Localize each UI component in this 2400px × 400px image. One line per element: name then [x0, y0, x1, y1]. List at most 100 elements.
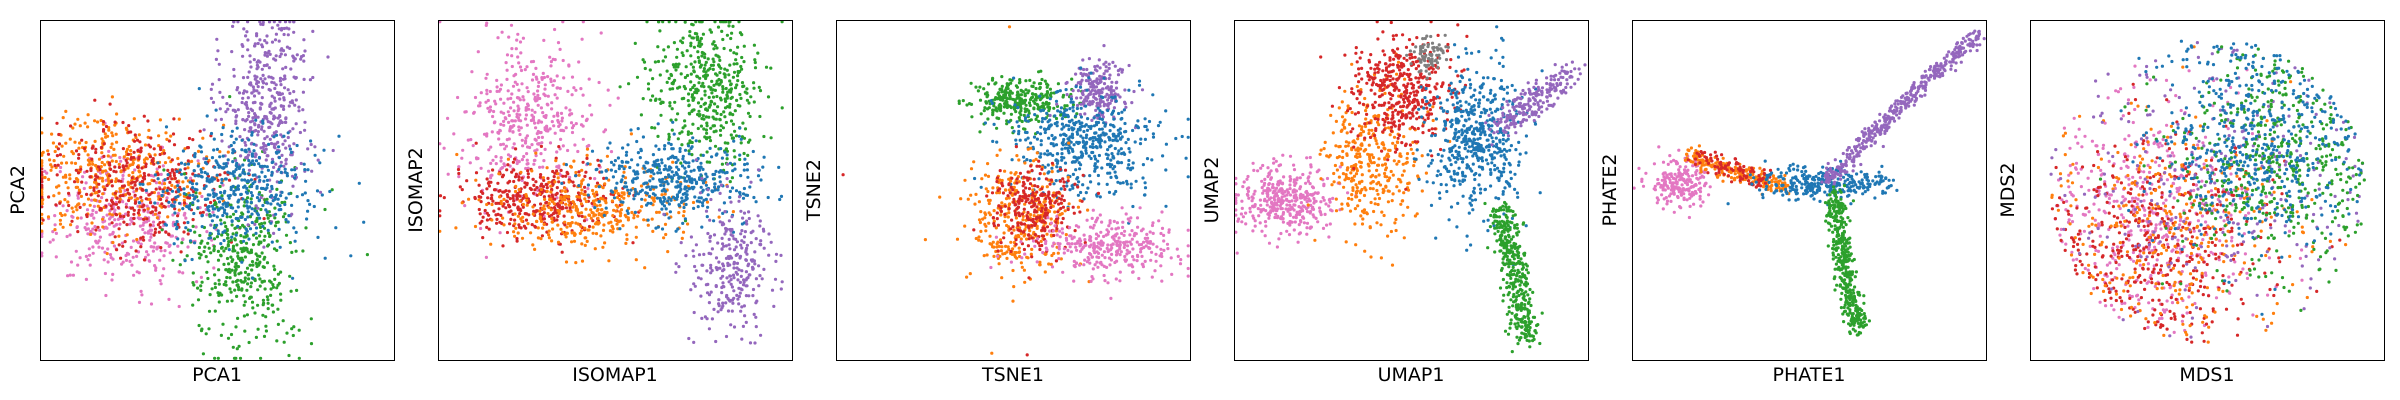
scatter-point: [54, 255, 58, 259]
scatter-point: [166, 176, 170, 181]
scatter-point: [729, 83, 733, 87]
scatter-point: [742, 151, 746, 156]
scatter-point: [205, 270, 209, 274]
scatter-point: [279, 83, 283, 87]
scatter-point: [196, 149, 201, 153]
scatter-point: [475, 157, 479, 161]
scatter-point: [222, 162, 226, 166]
scatter-point: [749, 95, 753, 99]
scatter-point: [572, 124, 576, 128]
scatter-point: [176, 222, 180, 226]
scatter-point: [673, 100, 677, 104]
scatter-point: [677, 62, 681, 66]
scatter-point: [270, 40, 275, 44]
scatter-point: [94, 147, 98, 151]
scatter-point: [294, 230, 298, 234]
scatter-point: [268, 88, 272, 92]
scatter-point: [717, 215, 721, 219]
scatter-point: [738, 254, 743, 258]
scatter-point: [121, 120, 125, 125]
scatter-point: [104, 135, 108, 139]
scatter-point: [129, 155, 134, 160]
scatter-point: [280, 200, 284, 205]
scatter-point: [299, 161, 303, 166]
scatter-point: [710, 155, 714, 159]
scatter-point: [514, 226, 518, 230]
scatter-point: [548, 55, 552, 59]
scatter-point: [774, 259, 778, 263]
scatter-point: [123, 189, 127, 193]
scatter-point: [719, 133, 723, 137]
scatter-point: [677, 211, 681, 215]
scatter-point: [499, 143, 503, 147]
scatter-point: [654, 97, 658, 101]
scatter-point: [1022, 127, 1026, 131]
scatter-point: [256, 213, 260, 217]
scatter-point: [720, 156, 725, 160]
scatter-point: [511, 100, 516, 104]
scatter-point: [211, 188, 215, 192]
scatter-point: [722, 46, 726, 51]
scatter-point: [114, 170, 118, 174]
scatter-point: [703, 89, 707, 93]
scatter-point: [265, 135, 269, 139]
scatter-point: [562, 76, 566, 80]
scatter-point: [734, 245, 738, 249]
scatter-point: [499, 159, 503, 163]
scatter-point: [560, 119, 564, 123]
scatter-point: [167, 297, 171, 301]
scatter-point: [520, 178, 524, 183]
scatter-point: [282, 134, 286, 138]
scatter-point: [1002, 93, 1006, 97]
scatter-point: [590, 113, 594, 117]
scatter-point: [276, 23, 280, 27]
scatter-point: [311, 75, 315, 80]
scatter-point: [256, 41, 260, 46]
scatter-point: [485, 177, 489, 181]
scatter-point: [89, 167, 93, 171]
scatter-point: [312, 204, 316, 209]
scatter-point: [627, 191, 632, 196]
scatter-point: [733, 109, 737, 113]
scatter-point: [738, 92, 742, 97]
scatter-point: [157, 211, 162, 215]
scatter-point: [508, 154, 513, 158]
scatter-point: [274, 54, 278, 58]
scatter-point: [513, 80, 517, 84]
scatter-point: [175, 180, 179, 184]
scatter-point: [167, 156, 171, 160]
scatter-point: [687, 152, 691, 156]
scatter-point: [696, 205, 700, 209]
scatter-point: [753, 341, 757, 345]
scatter-point: [115, 196, 119, 200]
scatter-point: [608, 141, 612, 145]
scatter-point: [540, 234, 545, 238]
scatter-point: [152, 233, 156, 237]
scatter-point: [714, 72, 718, 76]
scatter-point: [121, 193, 125, 198]
scatter-point: [283, 200, 287, 204]
scatter-point: [680, 41, 685, 45]
scatter-point: [117, 200, 121, 204]
scatter-point: [47, 195, 51, 199]
scatter-point: [743, 230, 748, 234]
scatter-point: [278, 97, 282, 101]
scatter-point: [167, 233, 171, 237]
scatter-point: [716, 310, 720, 314]
scatter-point: [161, 190, 165, 194]
scatter-point: [127, 144, 131, 149]
scatter-point: [220, 132, 224, 137]
scatter-point: [201, 136, 205, 140]
scatter-point: [74, 149, 79, 153]
scatter-point: [547, 180, 551, 184]
scatter-point: [694, 139, 698, 143]
scatter-point: [696, 101, 701, 105]
scatter-point: [261, 20, 265, 24]
scatter-point: [751, 294, 755, 298]
scatter-point: [132, 117, 136, 121]
scatter-point: [89, 193, 93, 197]
scatter-point: [278, 54, 282, 59]
scatter-point: [602, 213, 606, 217]
scatter-point: [496, 181, 500, 185]
scatter-point: [737, 195, 742, 199]
